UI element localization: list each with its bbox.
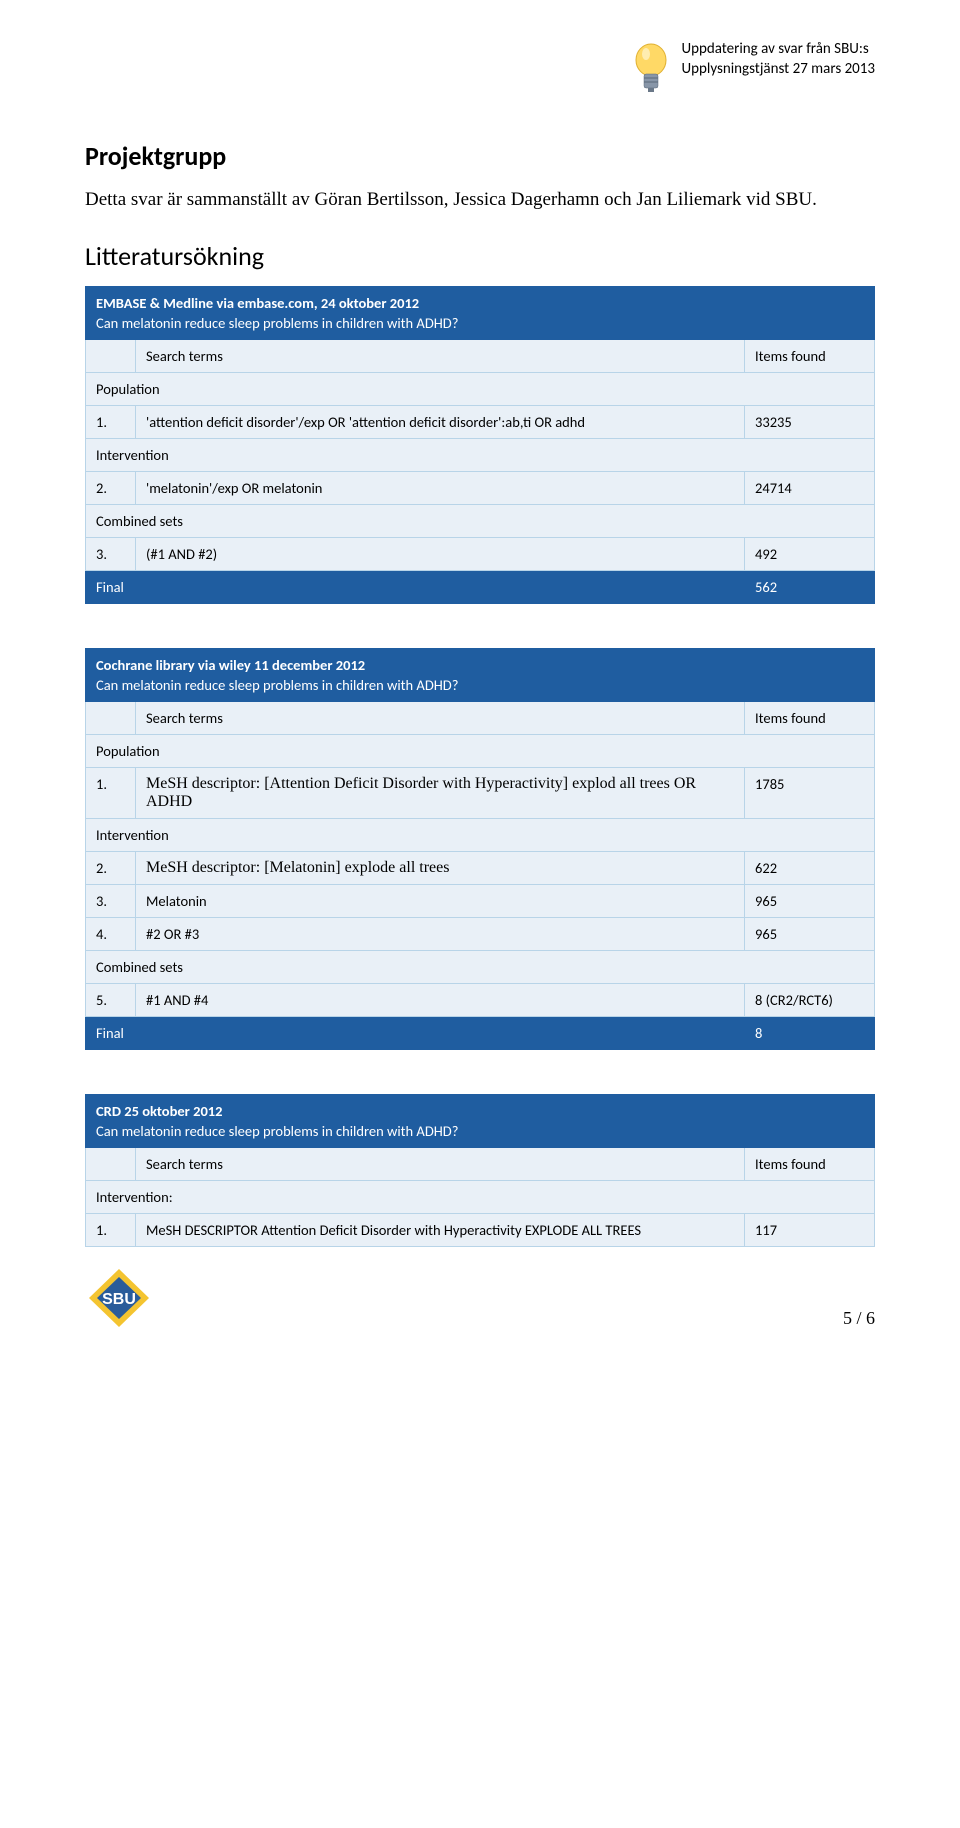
row-value: 965 (745, 884, 875, 917)
row-num: 2. (86, 851, 136, 884)
table-title-cell: EMBASE & Medline via embase.com, 24 okto… (86, 286, 875, 339)
row-value: 492 (745, 537, 875, 570)
final-value: 562 (745, 570, 875, 603)
table-row: 2. MeSH descriptor: [Melatonin] explode … (86, 851, 875, 884)
row-num: 2. (86, 471, 136, 504)
row-value: 1785 (745, 767, 875, 818)
literature-title: Litteratursökning (85, 240, 875, 272)
population-label: Population (86, 372, 875, 405)
row-num: 5. (86, 983, 136, 1016)
population-label: Population (86, 734, 875, 767)
items-found-label: Items found (745, 701, 875, 734)
row-num: 1. (86, 767, 136, 818)
table-subtitle: Can melatonin reduce sleep problems in c… (96, 314, 864, 332)
table-row: 5. #1 AND #4 8 (CR2/RCT6) (86, 983, 875, 1016)
header-text: Uppdatering av svar från SBU:s Upplysnin… (681, 40, 875, 79)
row-term: MeSH descriptor: [Melatonin] explode all… (136, 851, 745, 884)
table-row: 3. (#1 AND #2) 492 (86, 537, 875, 570)
lightbulb-icon (631, 40, 671, 95)
empty-cell (86, 1147, 136, 1180)
row-num: 4. (86, 917, 136, 950)
row-num: 3. (86, 884, 136, 917)
table-row: 2. 'melatonin'/exp OR melatonin 24714 (86, 471, 875, 504)
combined-label: Combined sets (86, 950, 875, 983)
row-num: 1. (86, 1213, 136, 1246)
row-value: 622 (745, 851, 875, 884)
table-title-cell: CRD 25 oktober 2012 Can melatonin reduce… (86, 1094, 875, 1147)
table-header-row: EMBASE & Medline via embase.com, 24 okto… (86, 286, 875, 339)
columns-row: Search terms Items found (86, 1147, 875, 1180)
combined-row: Combined sets (86, 950, 875, 983)
sbu-logo-icon: SBU (85, 1267, 153, 1329)
page-header: Uppdatering av svar från SBU:s Upplysnin… (85, 40, 875, 95)
intervention-row: Intervention: (86, 1180, 875, 1213)
page-footer: SBU 5 / 6 (85, 1267, 875, 1329)
columns-row: Search terms Items found (86, 701, 875, 734)
search-terms-label: Search terms (136, 1147, 745, 1180)
table-subtitle: Can melatonin reduce sleep problems in c… (96, 676, 864, 694)
final-row: Final 562 (86, 570, 875, 603)
table-row: 1. 'attention deficit disorder'/exp OR '… (86, 405, 875, 438)
table-header-row: Cochrane library via wiley 11 december 2… (86, 648, 875, 701)
final-label: Final (86, 570, 745, 603)
intervention-row: Intervention (86, 818, 875, 851)
row-term: (#1 AND #2) (136, 537, 745, 570)
row-num: 1. (86, 405, 136, 438)
page-number: 5 / 6 (843, 1308, 875, 1329)
table-header-row: CRD 25 oktober 2012 Can melatonin reduce… (86, 1094, 875, 1147)
row-term: MeSH descriptor: [Attention Deficit Diso… (136, 767, 745, 818)
table-cochrane: Cochrane library via wiley 11 december 2… (85, 648, 875, 1050)
row-term: 'melatonin'/exp OR melatonin (136, 471, 745, 504)
row-term: #2 OR #3 (136, 917, 745, 950)
search-terms-label: Search terms (136, 339, 745, 372)
table-row: 1. MeSH DESCRIPTOR Attention Deficit Dis… (86, 1213, 875, 1246)
table-row: 4. #2 OR #3 965 (86, 917, 875, 950)
row-term: 'attention deficit disorder'/exp OR 'att… (136, 405, 745, 438)
row-num: 3. (86, 537, 136, 570)
items-found-label: Items found (745, 1147, 875, 1180)
columns-row: Search terms Items found (86, 339, 875, 372)
population-row: Population (86, 734, 875, 767)
header-line1: Uppdatering av svar från SBU:s (681, 40, 875, 60)
table-embase: EMBASE & Medline via embase.com, 24 okto… (85, 286, 875, 604)
row-value: 965 (745, 917, 875, 950)
table-title: CRD 25 oktober 2012 (96, 1102, 223, 1120)
intervention-label: Intervention (86, 438, 875, 471)
row-value: 117 (745, 1213, 875, 1246)
row-term: MeSH DESCRIPTOR Attention Deficit Disord… (136, 1213, 745, 1246)
combined-row: Combined sets (86, 504, 875, 537)
row-term: Melatonin (136, 884, 745, 917)
table-row: 3. Melatonin 965 (86, 884, 875, 917)
row-value: 33235 (745, 405, 875, 438)
final-row: Final 8 (86, 1016, 875, 1049)
header-line2: Upplysningstjänst 27 mars 2013 (681, 60, 875, 80)
population-row: Population (86, 372, 875, 405)
intervention-label: Intervention (86, 818, 875, 851)
empty-cell (86, 339, 136, 372)
intervention-row: Intervention (86, 438, 875, 471)
table-crd: CRD 25 oktober 2012 Can melatonin reduce… (85, 1094, 875, 1247)
row-value: 24714 (745, 471, 875, 504)
table-title-cell: Cochrane library via wiley 11 december 2… (86, 648, 875, 701)
final-label: Final (86, 1016, 745, 1049)
search-terms-label: Search terms (136, 701, 745, 734)
table-subtitle: Can melatonin reduce sleep problems in c… (96, 1122, 864, 1140)
row-term: #1 AND #4 (136, 983, 745, 1016)
row-value: 8 (CR2/RCT6) (745, 983, 875, 1016)
table-title: Cochrane library via wiley 11 december 2… (96, 656, 365, 674)
table-title: EMBASE & Medline via embase.com, 24 okto… (96, 294, 419, 312)
intro-text: Detta svar är sammanställt av Göran Bert… (85, 188, 875, 212)
items-found-label: Items found (745, 339, 875, 372)
svg-text:SBU: SBU (102, 1291, 136, 1308)
section-title: Projektgrupp (85, 140, 875, 172)
final-value: 8 (745, 1016, 875, 1049)
combined-label: Combined sets (86, 504, 875, 537)
empty-cell (86, 701, 136, 734)
table-row: 1. MeSH descriptor: [Attention Deficit D… (86, 767, 875, 818)
intervention-label: Intervention: (86, 1180, 875, 1213)
